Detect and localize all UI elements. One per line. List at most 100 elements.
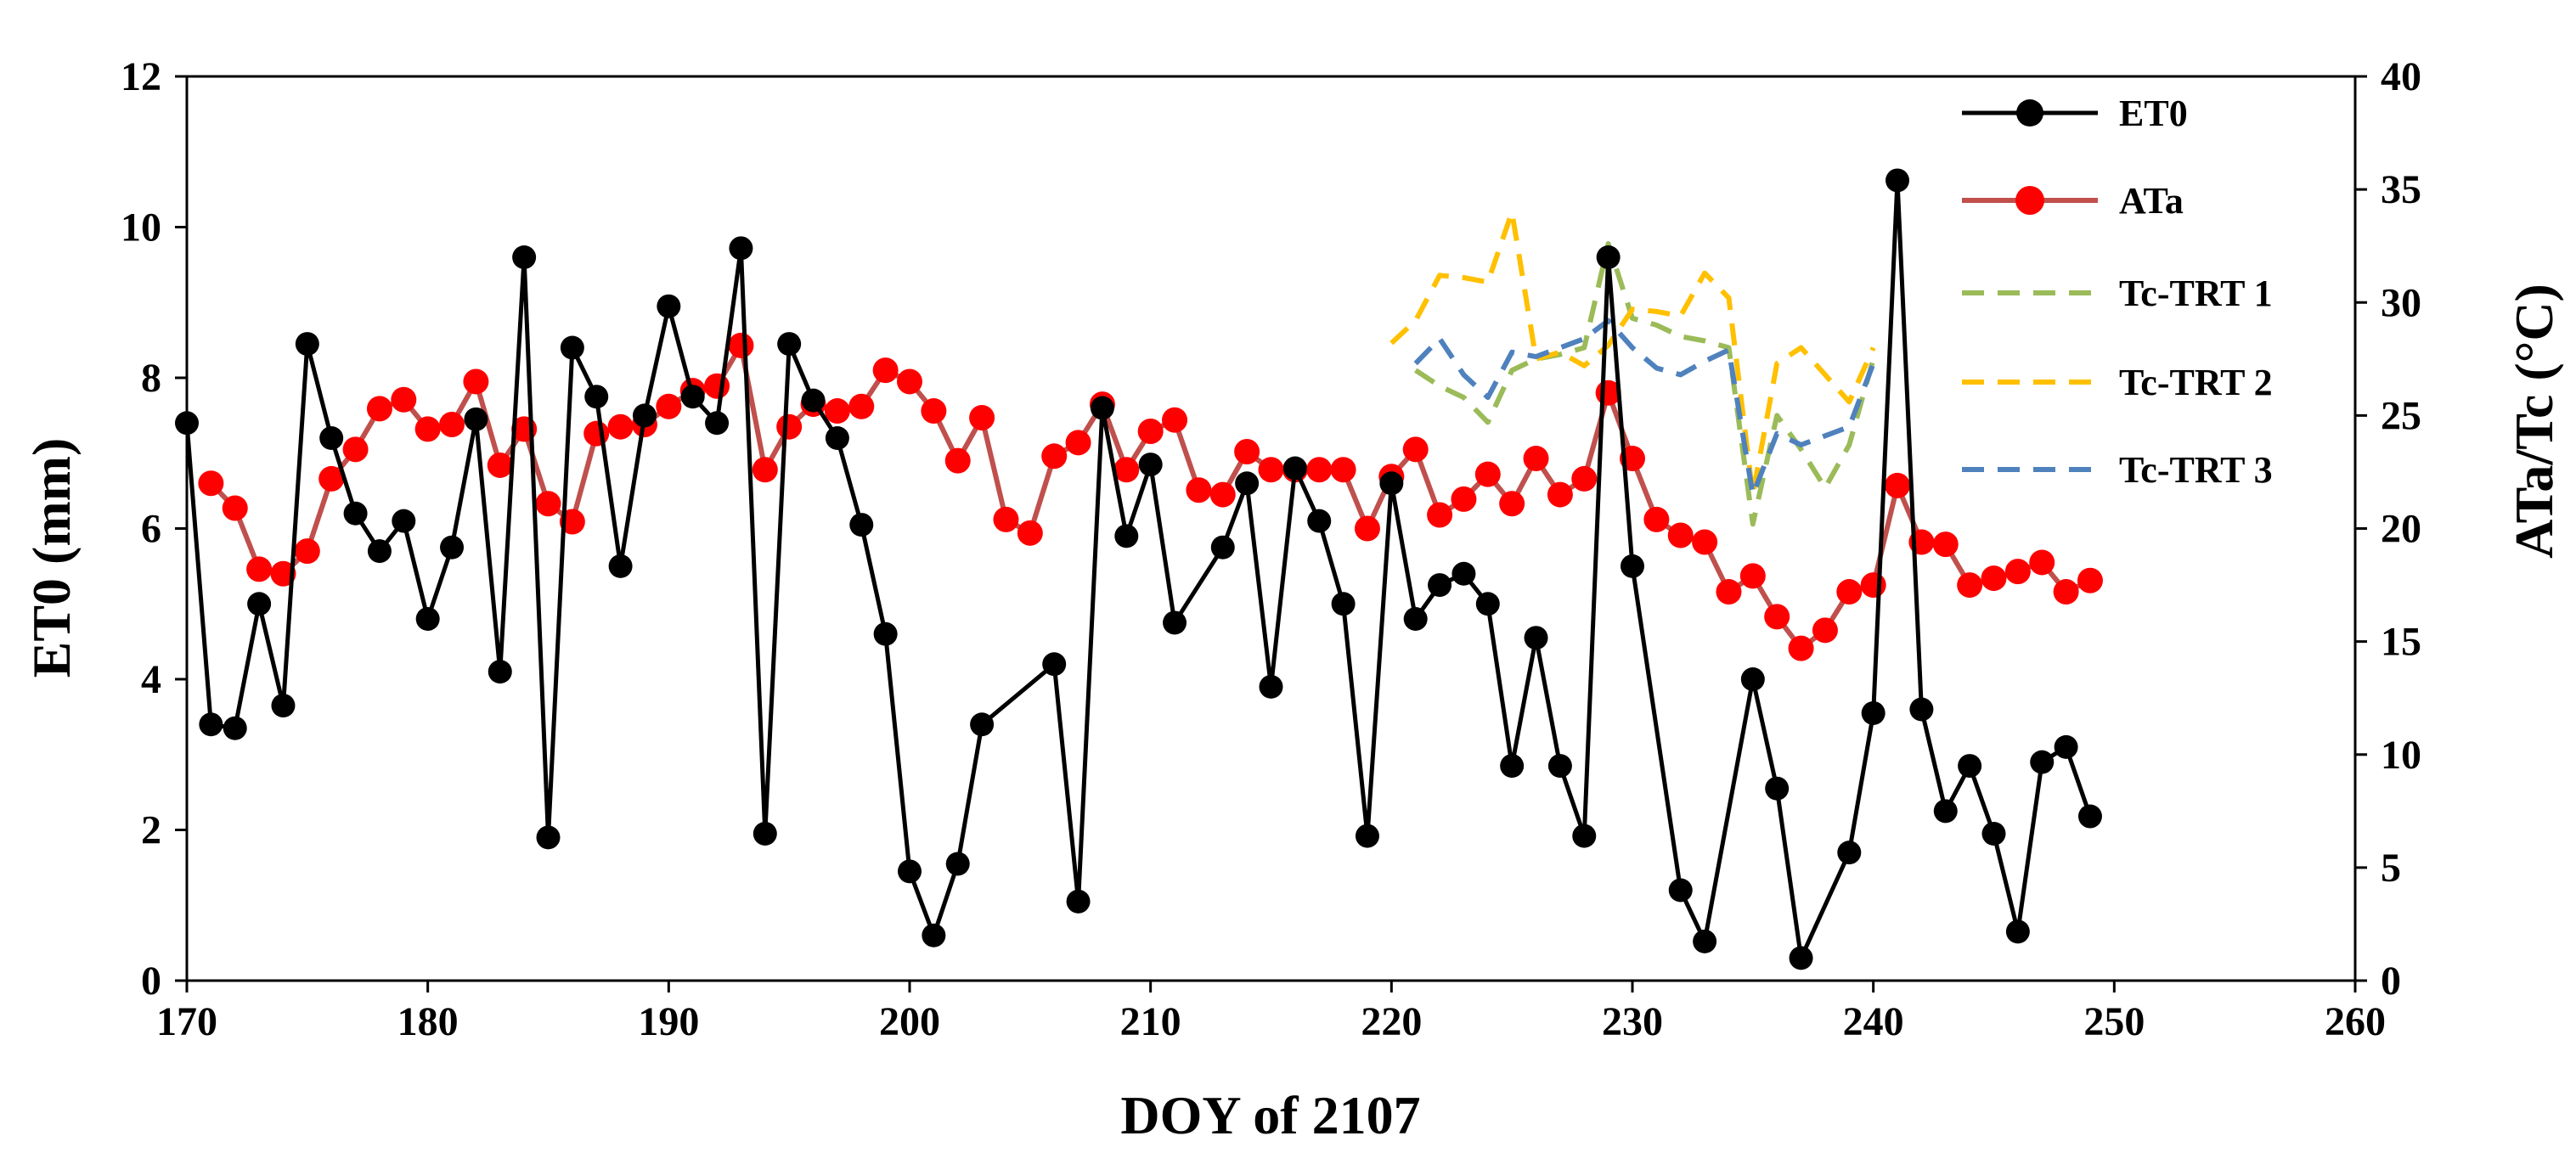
- data-point-et0: [584, 385, 609, 409]
- x-tick-label: 220: [1361, 999, 1422, 1044]
- data-point-et0: [1282, 456, 1307, 481]
- data-point-et0: [970, 712, 995, 737]
- data-point-ata: [1209, 481, 1236, 508]
- data-point-et0: [657, 294, 681, 318]
- data-point-et0: [1451, 561, 1476, 586]
- data-point-et0: [560, 335, 584, 360]
- data-point-ata: [463, 368, 489, 395]
- y-left-tick-label: 10: [121, 205, 161, 250]
- data-point-et0: [1958, 754, 1982, 779]
- data-point-et0: [777, 332, 802, 357]
- legend-label-et0: ET0: [2119, 93, 2188, 134]
- data-point-et0: [849, 513, 874, 537]
- data-point-et0: [175, 411, 199, 436]
- x-tick-label: 200: [879, 999, 940, 1044]
- data-point-et0: [632, 403, 657, 428]
- data-point-ata: [993, 506, 1019, 532]
- data-point-ata: [1739, 563, 1766, 589]
- y-left-tick-label: 12: [121, 54, 161, 99]
- data-point-et0: [247, 592, 272, 616]
- data-point-et0: [922, 923, 946, 948]
- data-point-et0: [801, 388, 826, 413]
- data-point-ata: [1643, 506, 1670, 532]
- data-point-ata: [1667, 522, 1694, 548]
- data-point-ata: [1186, 477, 1212, 503]
- data-point-ata: [294, 538, 320, 565]
- axes-layer: 170 180 190 200 210 220 230 240 250 2600246810120…: [121, 54, 2421, 1044]
- data-point-et0: [1909, 697, 1934, 722]
- y-right-tick-label: 0: [2381, 959, 2401, 1004]
- data-point-ata: [1523, 445, 1549, 471]
- data-point-et0: [1837, 841, 1862, 865]
- data-point-ata: [1812, 617, 1838, 644]
- data-point-ata: [1860, 572, 1886, 599]
- data-point-ata: [246, 556, 273, 582]
- data-point-et0: [488, 660, 512, 684]
- data-point-ata: [1692, 529, 1718, 555]
- legend-label-ata: ATa: [2119, 180, 2184, 222]
- data-point-ata: [969, 405, 995, 431]
- data-point-et0: [680, 385, 705, 409]
- data-point-ata: [1258, 457, 1284, 483]
- data-point-et0: [415, 607, 440, 631]
- data-point-et0: [223, 716, 247, 740]
- data-point-ata: [1885, 472, 1911, 498]
- legend: ET0 ATa Tc-TRT 1 Tc-TRT 2 Tc-TRT 3: [1962, 93, 2273, 491]
- data-point-et0: [2030, 750, 2055, 774]
- y-right-tick-label: 40: [2381, 54, 2421, 99]
- y-left-tick-label: 4: [141, 657, 161, 702]
- series-layer: [175, 168, 2103, 970]
- data-point-et0: [512, 245, 537, 269]
- y-left-tick-label: 8: [141, 356, 161, 401]
- data-point-ata: [1499, 491, 1525, 517]
- data-point-et0: [1042, 652, 1067, 677]
- data-point-ata: [583, 420, 610, 447]
- data-point-et0: [873, 621, 898, 646]
- data-point-ata: [1017, 520, 1043, 546]
- x-tick-label: 210: [1120, 999, 1181, 1044]
- data-point-et0: [2054, 734, 2078, 759]
- data-point-et0: [1933, 799, 1958, 824]
- y-right-tick-label: 10: [2381, 733, 2421, 778]
- data-point-ata: [1981, 565, 2007, 592]
- data-point-et0: [392, 509, 416, 533]
- data-point-et0: [1210, 535, 1235, 560]
- data-point-ata: [2053, 579, 2079, 605]
- data-point-ata: [414, 416, 441, 442]
- data-point-et0: [1621, 554, 1644, 578]
- data-point-ata: [391, 386, 417, 413]
- data-point-et0: [271, 694, 296, 718]
- data-point-ata: [1234, 438, 1260, 464]
- data-point-ata: [1451, 486, 1477, 512]
- data-point-et0: [1379, 471, 1404, 496]
- y-left-tick-label: 0: [141, 959, 161, 1004]
- data-point-et0: [1066, 889, 1091, 914]
- y-left-tick-label: 6: [141, 507, 161, 552]
- data-point-ata: [776, 413, 803, 440]
- y-right-tick-label: 5: [2381, 846, 2401, 891]
- data-point-et0: [825, 426, 849, 450]
- data-point-et0: [1765, 776, 1790, 801]
- legend-label-tc-trt-1: Tc-TRT 1: [2119, 273, 2273, 314]
- data-point-et0: [1789, 946, 1813, 970]
- data-point-et0: [343, 501, 368, 526]
- data-point-ata: [2077, 567, 2103, 593]
- data-point-ata: [1137, 419, 1164, 445]
- data-point-ata: [366, 396, 392, 422]
- data-point-ata: [2029, 549, 2055, 576]
- data-point-ata: [1716, 579, 1742, 605]
- data-point-ata: [222, 495, 248, 521]
- x-tick-label: 180: [397, 999, 459, 1044]
- y-axis-right-title: ATa/Tc (°C): [2504, 284, 2564, 559]
- data-point-et0: [705, 411, 730, 436]
- data-point-ata: [1788, 635, 1814, 661]
- data-point-ata: [535, 491, 561, 517]
- data-point-ata: [944, 447, 971, 474]
- data-point-et0: [1981, 821, 2006, 846]
- data-point-ata: [2004, 559, 2031, 585]
- data-point-ata: [1571, 465, 1598, 492]
- legend-label-tc-trt-3: Tc-TRT 3: [2119, 449, 2273, 491]
- data-point-et0: [319, 426, 344, 450]
- legend-label-tc-trt-2: Tc-TRT 2: [2119, 362, 2273, 403]
- y-right-tick-label: 20: [2381, 507, 2421, 552]
